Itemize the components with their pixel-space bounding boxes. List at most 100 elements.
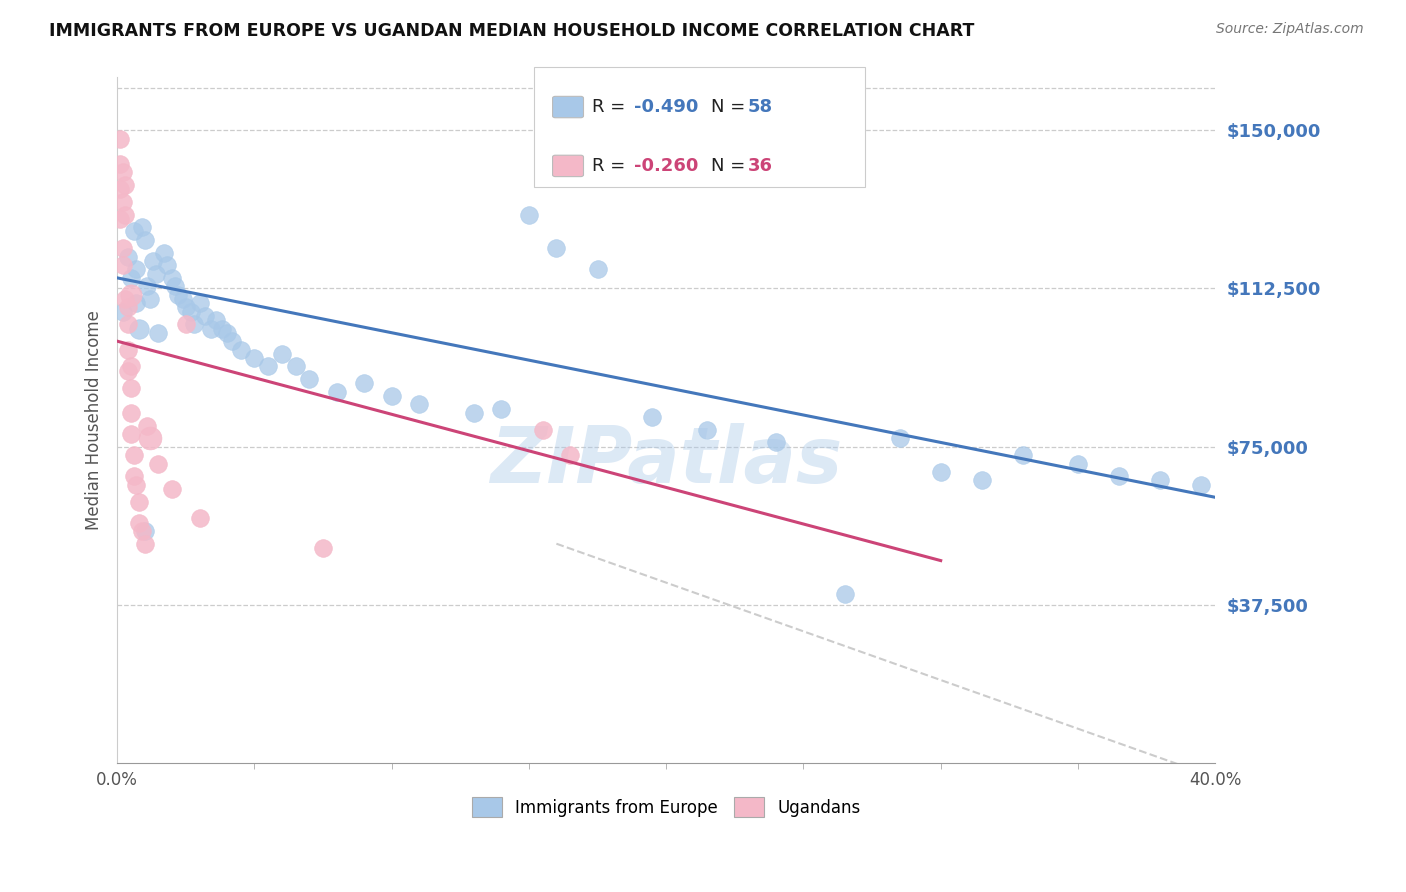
Point bbox=[1149, 474, 1171, 488]
Point bbox=[1108, 469, 1130, 483]
Point bbox=[111, 304, 134, 318]
Point bbox=[128, 516, 150, 530]
Point bbox=[174, 318, 197, 332]
Point bbox=[546, 241, 568, 255]
Point bbox=[160, 482, 183, 496]
Y-axis label: Median Household Income: Median Household Income bbox=[86, 310, 103, 530]
Text: 58: 58 bbox=[748, 98, 773, 116]
Point bbox=[166, 287, 188, 301]
Point bbox=[134, 524, 156, 538]
Point bbox=[111, 258, 134, 272]
Point bbox=[122, 224, 145, 238]
Point bbox=[188, 296, 211, 310]
Point bbox=[155, 258, 177, 272]
Point bbox=[970, 474, 993, 488]
Text: ZIPatlas: ZIPatlas bbox=[491, 424, 842, 500]
Point bbox=[117, 343, 139, 357]
Text: N =: N = bbox=[711, 157, 751, 175]
Point bbox=[111, 194, 134, 209]
Point bbox=[131, 220, 153, 235]
Point bbox=[229, 343, 252, 357]
Point bbox=[312, 541, 335, 555]
Point bbox=[117, 301, 139, 315]
Point bbox=[889, 431, 911, 445]
Point bbox=[243, 351, 266, 365]
Point bbox=[131, 524, 153, 538]
Text: Source: ZipAtlas.com: Source: ZipAtlas.com bbox=[1216, 22, 1364, 37]
Point bbox=[200, 321, 222, 335]
Point bbox=[136, 279, 159, 293]
Point bbox=[128, 321, 150, 335]
Point bbox=[1012, 448, 1035, 462]
Point bbox=[120, 271, 142, 285]
Point bbox=[108, 131, 131, 145]
Point bbox=[326, 384, 349, 399]
Point bbox=[558, 448, 581, 462]
Text: -0.490: -0.490 bbox=[634, 98, 699, 116]
Point bbox=[172, 292, 194, 306]
Point bbox=[120, 287, 142, 301]
Point bbox=[114, 208, 136, 222]
Text: R =: R = bbox=[592, 157, 631, 175]
Point bbox=[160, 271, 183, 285]
Point bbox=[491, 401, 513, 416]
Point bbox=[139, 431, 162, 445]
Point bbox=[111, 165, 134, 179]
Point bbox=[183, 318, 205, 332]
Point bbox=[163, 279, 186, 293]
Point bbox=[122, 448, 145, 462]
Point bbox=[148, 457, 170, 471]
Point bbox=[188, 511, 211, 525]
Point bbox=[298, 372, 321, 386]
Point bbox=[125, 296, 148, 310]
Point bbox=[765, 435, 787, 450]
Point bbox=[194, 309, 217, 323]
Point bbox=[128, 494, 150, 508]
Point bbox=[120, 406, 142, 420]
Point bbox=[120, 359, 142, 374]
Point bbox=[120, 381, 142, 395]
Point bbox=[270, 347, 292, 361]
Text: N =: N = bbox=[711, 98, 751, 116]
Point bbox=[122, 469, 145, 483]
Point bbox=[145, 267, 167, 281]
Point bbox=[134, 537, 156, 551]
Point bbox=[125, 262, 148, 277]
Point bbox=[125, 477, 148, 491]
Point bbox=[517, 208, 540, 222]
Point bbox=[408, 397, 430, 411]
Text: 36: 36 bbox=[748, 157, 773, 175]
Point bbox=[139, 292, 162, 306]
Point bbox=[463, 406, 485, 420]
Text: IMMIGRANTS FROM EUROPE VS UGANDAN MEDIAN HOUSEHOLD INCOME CORRELATION CHART: IMMIGRANTS FROM EUROPE VS UGANDAN MEDIAN… bbox=[49, 22, 974, 40]
Point bbox=[205, 313, 228, 327]
Point bbox=[180, 304, 202, 318]
Point bbox=[641, 410, 664, 425]
Legend: Immigrants from Europe, Ugandans: Immigrants from Europe, Ugandans bbox=[465, 791, 868, 823]
Point bbox=[148, 326, 170, 340]
Point bbox=[834, 587, 856, 601]
Point bbox=[1067, 457, 1090, 471]
Point bbox=[221, 334, 243, 348]
Text: -0.260: -0.260 bbox=[634, 157, 699, 175]
Point bbox=[531, 423, 554, 437]
Point bbox=[108, 211, 131, 226]
Point bbox=[1191, 477, 1213, 491]
Point bbox=[586, 262, 609, 277]
Point bbox=[696, 423, 718, 437]
Point bbox=[174, 301, 197, 315]
Point bbox=[117, 250, 139, 264]
Point bbox=[117, 364, 139, 378]
Point bbox=[108, 182, 131, 196]
Point bbox=[215, 326, 238, 340]
Point bbox=[257, 359, 280, 374]
Point bbox=[142, 254, 165, 268]
Point bbox=[108, 157, 131, 171]
Point bbox=[153, 245, 176, 260]
Point bbox=[111, 241, 134, 255]
Point bbox=[284, 359, 307, 374]
Point bbox=[136, 418, 159, 433]
Point bbox=[381, 389, 404, 403]
Text: R =: R = bbox=[592, 98, 631, 116]
Point bbox=[134, 233, 156, 247]
